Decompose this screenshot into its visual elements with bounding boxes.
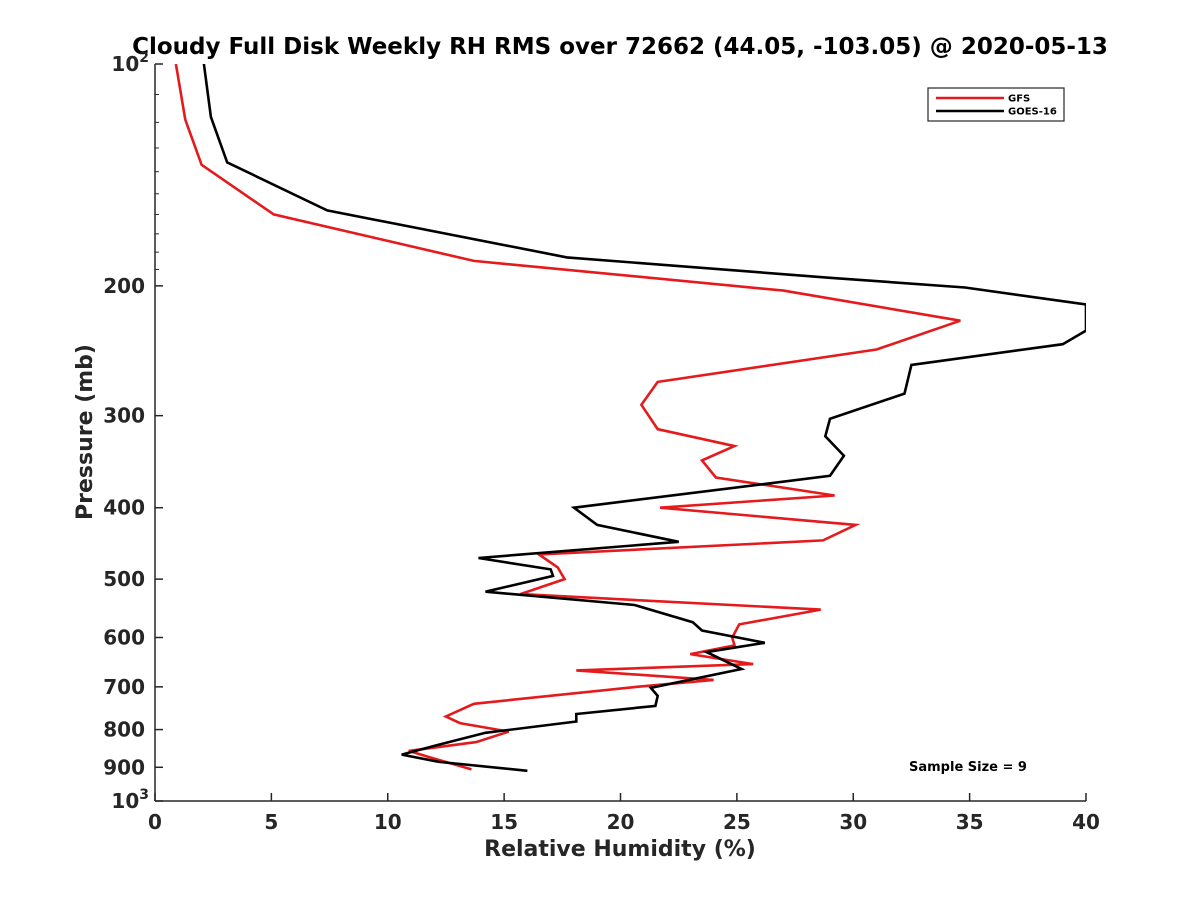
x-tick-label: 5 bbox=[264, 810, 278, 834]
y-tick-label: 300 bbox=[103, 404, 145, 428]
x-tick-label: 10 bbox=[374, 810, 402, 834]
plot-area bbox=[174, 64, 1086, 773]
y-axis-label: Pressure (mb) bbox=[73, 344, 98, 520]
legend-label: GFS bbox=[1008, 94, 1030, 105]
series-line-goes-16 bbox=[202, 64, 1086, 773]
x-tick-label: 0 bbox=[148, 810, 162, 834]
series-line-gfs bbox=[174, 64, 961, 771]
x-tick-label: 15 bbox=[490, 810, 518, 834]
y-tick-label: 103 bbox=[111, 787, 149, 813]
x-tick-label: 25 bbox=[723, 810, 751, 834]
x-axis-label: Relative Humidity (%) bbox=[484, 837, 756, 862]
y-tick-label: 700 bbox=[103, 675, 145, 699]
y-tick-label: 102 bbox=[111, 50, 149, 76]
y-tick-label: 600 bbox=[103, 625, 145, 649]
legend-box bbox=[927, 87, 1065, 122]
y-tick-label: 200 bbox=[103, 274, 145, 298]
legend: GFS GOES-16 bbox=[927, 87, 1065, 122]
legend-label: GOES-16 bbox=[1008, 107, 1057, 118]
sample-size-annotation: Sample Size = 9 bbox=[909, 760, 1027, 775]
y-tick-label: 500 bbox=[103, 567, 145, 591]
x-tick-label: 40 bbox=[1072, 810, 1100, 834]
x-tick-label: 35 bbox=[956, 810, 984, 834]
chart-title: Cloudy Full Disk Weekly RH RMS over 7266… bbox=[132, 34, 1108, 60]
y-tick-label: 900 bbox=[103, 755, 145, 779]
x-tick-label: 20 bbox=[607, 810, 635, 834]
x-tick-label: 30 bbox=[839, 810, 867, 834]
y-tick-label: 400 bbox=[103, 496, 145, 520]
y-tick-label: 800 bbox=[103, 718, 145, 742]
